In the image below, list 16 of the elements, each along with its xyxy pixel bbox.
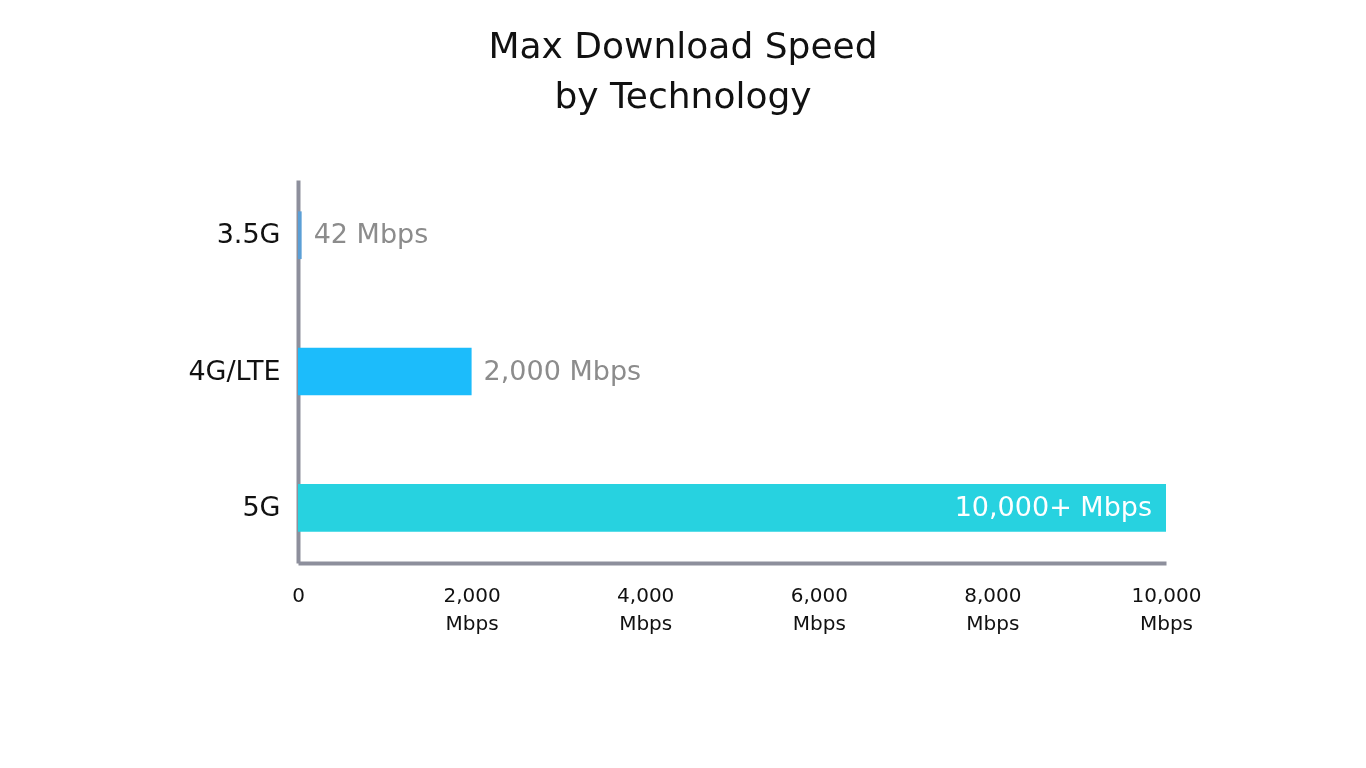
data-label: 2,000 Mbps: [483, 354, 642, 386]
chart-title: Max Download Speed by Technology: [488, 25, 878, 116]
y-tick-label: 4G/LTE: [188, 354, 281, 386]
bar: [298, 483, 1166, 532]
x-tick-label: 2,000 Mbps: [443, 582, 501, 635]
bar: [298, 347, 472, 396]
x-tick-label: 0: [292, 582, 305, 607]
data-label: 10,000+ Mbps: [954, 490, 1152, 522]
y-tick-label: 3.5G: [216, 218, 281, 250]
x-tick-label: 6,000 Mbps: [790, 582, 848, 635]
x-tick-label: 10,000 Mbps: [1131, 582, 1202, 635]
x-tick-label: 4,000 Mbps: [617, 582, 675, 635]
x-tick-label: 8,000 Mbps: [964, 582, 1022, 635]
y-tick-label: 5G: [242, 490, 281, 522]
bar: [298, 211, 302, 260]
data-label: 42 Mbps: [313, 218, 429, 250]
